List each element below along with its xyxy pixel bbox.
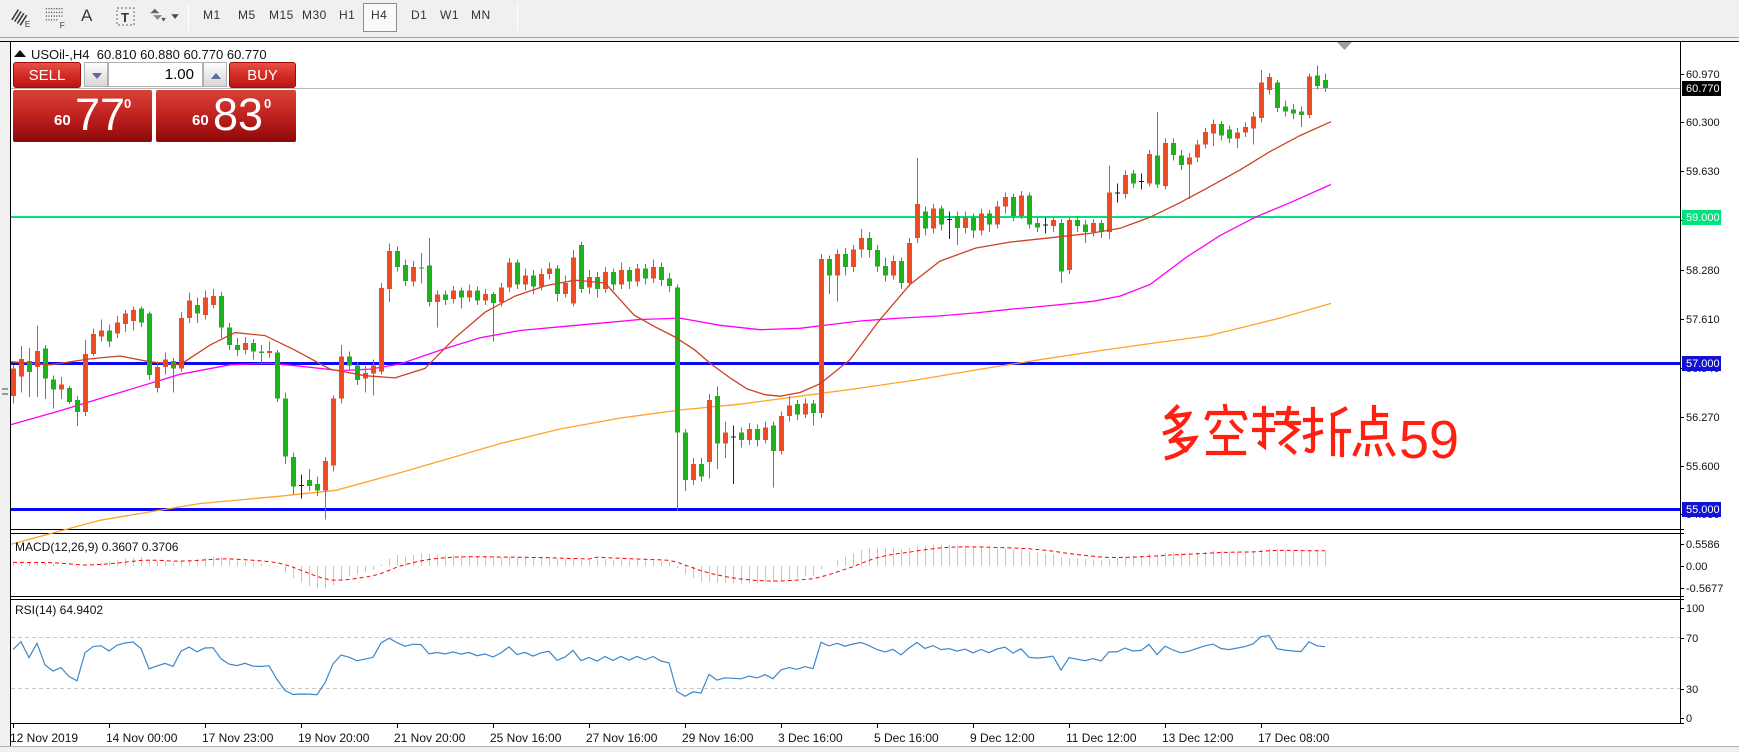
svg-text:59.000: 59.000 bbox=[1686, 212, 1720, 224]
svg-text:5 Dec 16:00: 5 Dec 16:00 bbox=[874, 731, 939, 745]
svg-text:19 Nov 20:00: 19 Nov 20:00 bbox=[298, 731, 370, 745]
svg-text:MACD(12,26,9) 0.3607 0.3706: MACD(12,26,9) 0.3607 0.3706 bbox=[15, 540, 179, 554]
svg-text:11 Dec 12:00: 11 Dec 12:00 bbox=[1066, 731, 1137, 745]
svg-text:0.5586: 0.5586 bbox=[1686, 539, 1720, 551]
svg-text:17 Nov 23:00: 17 Nov 23:00 bbox=[202, 731, 274, 745]
svg-text:13 Dec 12:00: 13 Dec 12:00 bbox=[1162, 731, 1234, 745]
svg-text:21 Nov 20:00: 21 Nov 20:00 bbox=[394, 731, 466, 745]
svg-text:27 Nov 16:00: 27 Nov 16:00 bbox=[586, 731, 658, 745]
svg-text:F: F bbox=[60, 20, 65, 29]
svg-text:9 Dec 12:00: 9 Dec 12:00 bbox=[970, 731, 1035, 745]
svg-text:25 Nov 16:00: 25 Nov 16:00 bbox=[490, 731, 562, 745]
svg-text:-0.5677: -0.5677 bbox=[1686, 583, 1723, 595]
svg-text:57.000: 57.000 bbox=[1686, 358, 1720, 370]
svg-text:RSI(14) 64.9402: RSI(14) 64.9402 bbox=[15, 603, 103, 617]
svg-text:14 Nov 00:00: 14 Nov 00:00 bbox=[106, 731, 178, 745]
svg-text:17 Dec 08:00: 17 Dec 08:00 bbox=[1258, 731, 1330, 745]
svg-text:58.280: 58.280 bbox=[1686, 265, 1720, 277]
svg-text:0: 0 bbox=[1686, 713, 1692, 725]
svg-text:59.630: 59.630 bbox=[1686, 166, 1720, 178]
svg-text:29 Nov 16:00: 29 Nov 16:00 bbox=[682, 731, 754, 745]
svg-text:56.270: 56.270 bbox=[1686, 412, 1720, 424]
svg-text:100: 100 bbox=[1686, 603, 1704, 615]
svg-text:3 Dec 16:00: 3 Dec 16:00 bbox=[778, 731, 843, 745]
svg-text:30: 30 bbox=[1686, 684, 1698, 696]
svg-text:55.000: 55.000 bbox=[1686, 504, 1720, 516]
svg-text:T: T bbox=[121, 10, 129, 25]
svg-text:55.600: 55.600 bbox=[1686, 461, 1720, 473]
svg-text:59: 59 bbox=[1399, 410, 1459, 470]
svg-text:57.610: 57.610 bbox=[1686, 314, 1720, 326]
svg-text:60.970: 60.970 bbox=[1686, 69, 1720, 81]
svg-text:12 Nov 2019: 12 Nov 2019 bbox=[10, 731, 78, 745]
svg-text:USOil-,H4 60.810 60.880 60.77: USOil-,H4 60.810 60.880 60.770 60.770 bbox=[31, 47, 267, 62]
svg-text:0.00: 0.00 bbox=[1686, 561, 1707, 573]
svg-text:E: E bbox=[25, 19, 31, 29]
svg-text:60.770: 60.770 bbox=[1686, 83, 1720, 95]
svg-text:60.300: 60.300 bbox=[1686, 117, 1720, 129]
svg-text:70: 70 bbox=[1686, 633, 1698, 645]
